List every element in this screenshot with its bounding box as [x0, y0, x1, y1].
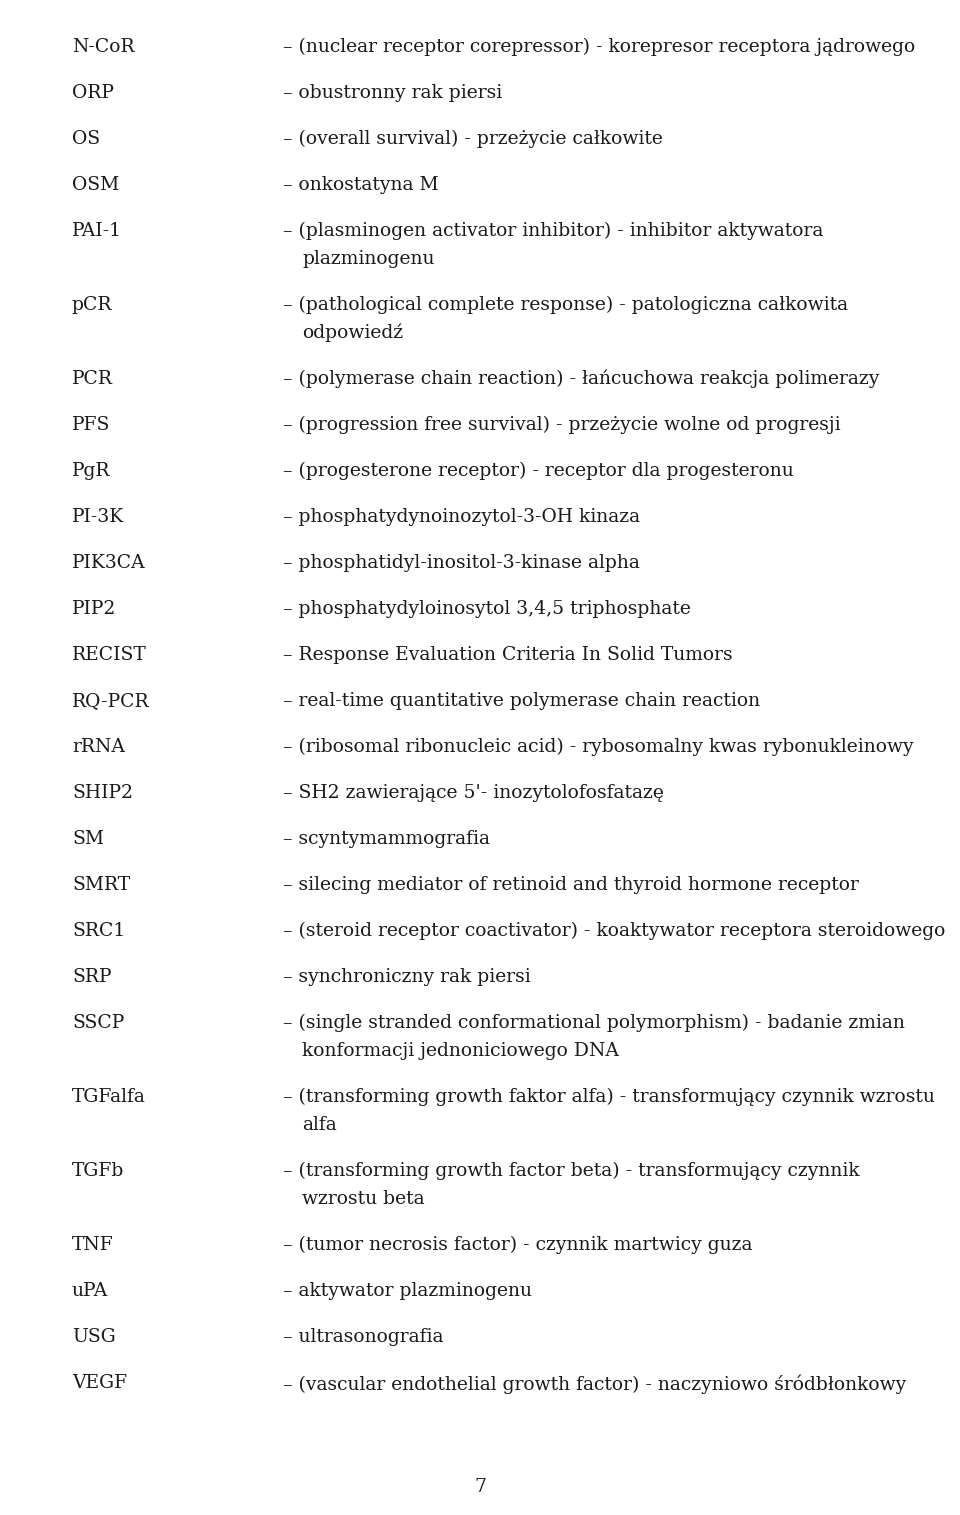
Text: TNF: TNF [72, 1236, 113, 1254]
Text: PIK3CA: PIK3CA [72, 554, 146, 573]
Text: rRNA: rRNA [72, 738, 125, 756]
Text: – (vascular endothelial growth factor) - naczyniowo śródbłonkowy: – (vascular endothelial growth factor) -… [283, 1374, 906, 1394]
Text: uPA: uPA [72, 1282, 108, 1300]
Text: USG: USG [72, 1329, 116, 1345]
Text: SM: SM [72, 830, 104, 848]
Text: – scyntymammografia: – scyntymammografia [283, 830, 491, 848]
Text: – phosphatydynoinozytol-3-OH kinaza: – phosphatydynoinozytol-3-OH kinaza [283, 508, 640, 526]
Text: – (single stranded conformational polymorphism) - badanie zmian: – (single stranded conformational polymo… [283, 1014, 905, 1032]
Text: ORP: ORP [72, 83, 114, 102]
Text: PAI-1: PAI-1 [72, 223, 122, 239]
Text: pCR: pCR [72, 295, 112, 314]
Text: – silecing mediator of retinoid and thyroid hormone receptor: – silecing mediator of retinoid and thyr… [283, 876, 859, 894]
Text: 7: 7 [474, 1479, 486, 1497]
Text: – (transforming growth factor beta) - transformujący czynnik: – (transforming growth factor beta) - tr… [283, 1162, 860, 1180]
Text: RECIST: RECIST [72, 645, 147, 664]
Text: alfa: alfa [302, 1117, 337, 1135]
Text: – (polymerase chain reaction) - łańcuchowa reakcja polimerazy: – (polymerase chain reaction) - łańcucho… [283, 370, 879, 388]
Text: PI-3K: PI-3K [72, 508, 124, 526]
Text: plazminogenu: plazminogenu [302, 250, 435, 268]
Text: SRP: SRP [72, 968, 111, 986]
Text: – onkostatyna M: – onkostatyna M [283, 176, 439, 194]
Text: – phosphatydyloinosytol 3,4,5 triphosphate: – phosphatydyloinosytol 3,4,5 triphospha… [283, 600, 691, 618]
Text: RQ-PCR: RQ-PCR [72, 692, 150, 711]
Text: VEGF: VEGF [72, 1374, 127, 1392]
Text: – obustronny rak piersi: – obustronny rak piersi [283, 83, 502, 102]
Text: SHIP2: SHIP2 [72, 783, 133, 801]
Text: SRC1: SRC1 [72, 923, 125, 939]
Text: – (transforming growth faktor alfa) - transformujący czynnik wzrostu: – (transforming growth faktor alfa) - tr… [283, 1088, 935, 1106]
Text: PFS: PFS [72, 417, 110, 433]
Text: – (pathological complete response) - patologiczna całkowita: – (pathological complete response) - pat… [283, 295, 849, 314]
Text: – (plasminogen activator inhibitor) - inhibitor aktywatora: – (plasminogen activator inhibitor) - in… [283, 223, 824, 241]
Text: SMRT: SMRT [72, 876, 131, 894]
Text: – ultrasonografia: – ultrasonografia [283, 1329, 444, 1345]
Text: – SH2 zawierające 5'- inozytolofosfatazę: – SH2 zawierające 5'- inozytolofosfatazę [283, 783, 664, 801]
Text: – real-time quantitative polymerase chain reaction: – real-time quantitative polymerase chai… [283, 692, 760, 711]
Text: PgR: PgR [72, 462, 110, 480]
Text: TGFb: TGFb [72, 1162, 125, 1180]
Text: konformacji jednoniciowego DNA: konformacji jednoniciowego DNA [302, 1042, 619, 1060]
Text: SSCP: SSCP [72, 1014, 124, 1032]
Text: – (tumor necrosis factor) - czynnik martwicy guza: – (tumor necrosis factor) - czynnik mart… [283, 1236, 753, 1254]
Text: wzrostu beta: wzrostu beta [302, 1189, 425, 1207]
Text: – (progression free survival) - przeżycie wolne od progresji: – (progression free survival) - przeżyci… [283, 417, 841, 435]
Text: OSM: OSM [72, 176, 119, 194]
Text: – aktywator plazminogenu: – aktywator plazminogenu [283, 1282, 532, 1300]
Text: – Response Evaluation Criteria In Solid Tumors: – Response Evaluation Criteria In Solid … [283, 645, 732, 664]
Text: – (steroid receptor coactivator) - koaktywator receptora steroidowego: – (steroid receptor coactivator) - koakt… [283, 923, 946, 941]
Text: – (progesterone receptor) - receptor dla progesteronu: – (progesterone receptor) - receptor dla… [283, 462, 794, 480]
Text: TGFalfa: TGFalfa [72, 1088, 146, 1106]
Text: – synchroniczny rak piersi: – synchroniczny rak piersi [283, 968, 531, 986]
Text: – (overall survival) - przeżycie całkowite: – (overall survival) - przeżycie całkowi… [283, 130, 663, 148]
Text: – (ribosomal ribonucleic acid) - rybosomalny kwas rybonukleinowy: – (ribosomal ribonucleic acid) - rybosom… [283, 738, 914, 756]
Text: PCR: PCR [72, 370, 113, 388]
Text: odpowiedź: odpowiedź [302, 324, 403, 342]
Text: OS: OS [72, 130, 100, 148]
Text: – phosphatidyl-inositol-3-kinase alpha: – phosphatidyl-inositol-3-kinase alpha [283, 554, 640, 573]
Text: – (nuclear receptor corepressor) - korepresor receptora jądrowego: – (nuclear receptor corepressor) - korep… [283, 38, 916, 56]
Text: PIP2: PIP2 [72, 600, 116, 618]
Text: N-CoR: N-CoR [72, 38, 134, 56]
